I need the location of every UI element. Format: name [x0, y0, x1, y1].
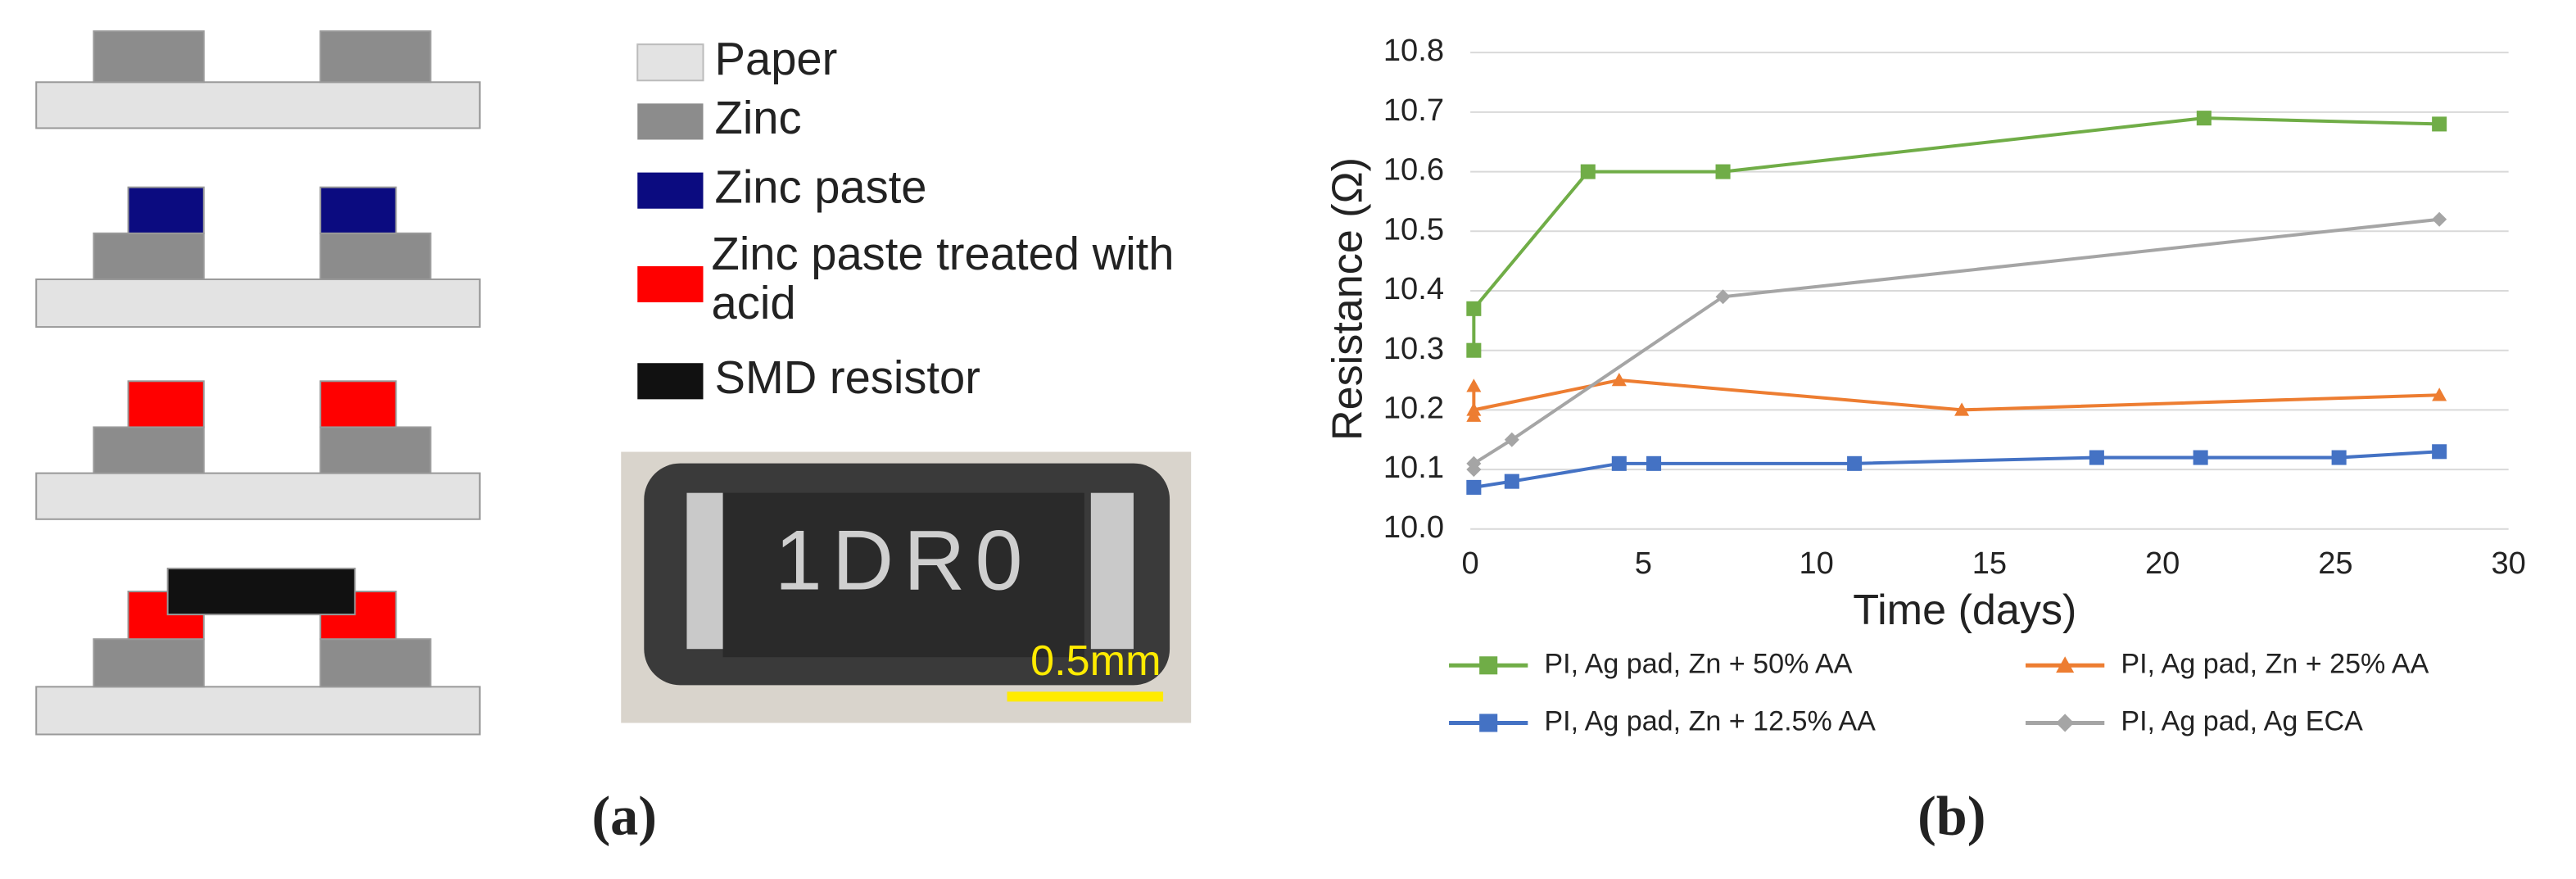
- resistor-marking: 1DR0: [775, 513, 1033, 608]
- treated-paste: [127, 380, 205, 428]
- x-tick-label: 10: [1799, 546, 1833, 581]
- legend-label: PI, Ag pad, Zn + 12.5% AA: [1544, 705, 1876, 736]
- legend-swatch: [637, 265, 704, 303]
- diagram-legend: Paper Zinc Zinc paste Zinc paste treated…: [636, 33, 1175, 403]
- marker: [2432, 211, 2447, 227]
- resistor-terminal: [1090, 492, 1134, 650]
- marker: [1611, 455, 1627, 471]
- y-tick-label: 10.7: [1383, 93, 1444, 128]
- series-line: [1472, 217, 2440, 470]
- scale-bar-label: 0.5mm: [1030, 637, 1161, 685]
- y-tick-label: 10.2: [1383, 391, 1444, 425]
- marker: [2432, 387, 2447, 401]
- marker: [1479, 656, 1498, 675]
- zinc-pad: [319, 232, 432, 280]
- marker: [1479, 714, 1498, 732]
- legend-swatch: [636, 43, 704, 82]
- marker: [1580, 164, 1596, 179]
- marker: [2056, 714, 2075, 732]
- marker: [1466, 301, 1482, 316]
- legend-label: Paper: [715, 33, 838, 84]
- x-tick-label: 0: [1462, 546, 1479, 581]
- y-tick-label: 10.8: [1383, 34, 1444, 68]
- x-tick-label: 5: [1635, 546, 1652, 581]
- legend-label: PI, Ag pad, Ag ECA: [2121, 705, 2363, 736]
- marker: [2089, 450, 2104, 465]
- zinc-pad: [93, 426, 205, 474]
- marker: [2331, 450, 2347, 465]
- legend-label: SMD resistor: [715, 351, 980, 403]
- panel-label: (a): [591, 784, 657, 846]
- paper-layer: [35, 472, 481, 520]
- marker: [1466, 479, 1482, 495]
- marker: [2432, 116, 2447, 132]
- marker: [1847, 455, 1863, 471]
- marker: [2056, 656, 2075, 673]
- zinc-pad: [319, 638, 432, 688]
- scale-bar: [1007, 691, 1164, 702]
- resistor-terminal: [686, 492, 723, 650]
- marker: [2432, 444, 2447, 460]
- x-tick-label: 15: [1972, 546, 2007, 581]
- smd-resistor: [166, 567, 356, 616]
- legend-swatch: [637, 103, 704, 140]
- zinc-paste: [127, 186, 205, 234]
- y-tick-label: 10.0: [1383, 510, 1444, 545]
- resistor-body: [722, 492, 1084, 658]
- zinc-paste: [319, 186, 397, 234]
- y-tick-label: 10.3: [1383, 332, 1444, 366]
- marker: [1611, 373, 1627, 387]
- zinc-pad: [93, 638, 205, 688]
- legend-label-box: Zinc paste treated with acid: [711, 229, 1175, 329]
- legend-label: Zinc paste treated with acid: [711, 229, 1175, 329]
- marker: [1466, 342, 1482, 358]
- paper-layer: [35, 81, 481, 129]
- zinc-pad: [93, 30, 205, 84]
- marker: [1504, 473, 1519, 489]
- marker: [1466, 378, 1482, 392]
- layer-diagram: [35, 30, 481, 736]
- marker: [1504, 432, 1519, 447]
- marker: [1954, 402, 1970, 416]
- zinc-pad: [319, 30, 432, 84]
- x-tick-label: 25: [2318, 546, 2352, 581]
- legend-label: Zinc paste: [715, 161, 927, 212]
- y-tick-label: 10.1: [1383, 451, 1444, 485]
- x-tick-label: 30: [2491, 546, 2525, 581]
- legend-swatch: [637, 172, 704, 209]
- y-axis-label: Resistance (Ω): [1324, 157, 1371, 441]
- paper-layer: [35, 686, 481, 736]
- legend-label: PI, Ag pad, Zn + 25% AA: [2121, 648, 2429, 679]
- marker: [2193, 450, 2208, 465]
- legend-swatch: [637, 363, 704, 400]
- marker: [1646, 455, 1662, 471]
- panel-label: (b): [1917, 784, 1985, 846]
- photo: 1DR0 0.5mm: [621, 451, 1192, 723]
- paper-layer: [35, 278, 481, 328]
- marker: [1715, 164, 1731, 179]
- y-tick-label: 10.5: [1383, 212, 1444, 247]
- legend-label: PI, Ag pad, Zn + 50% AA: [1544, 648, 1852, 679]
- marker: [1715, 289, 1731, 305]
- marker: [1466, 455, 1482, 471]
- zinc-pad: [319, 426, 432, 474]
- marker: [2196, 111, 2212, 126]
- marker: [1466, 402, 1482, 416]
- x-axis-label: Time (days): [1853, 587, 2076, 634]
- treated-paste: [319, 380, 397, 428]
- x-tick-label: 20: [2145, 546, 2180, 581]
- legend-label: Zinc: [715, 92, 802, 143]
- y-tick-label: 10.4: [1383, 272, 1444, 306]
- zinc-pad: [93, 232, 205, 280]
- y-tick-label: 10.6: [1383, 153, 1444, 188]
